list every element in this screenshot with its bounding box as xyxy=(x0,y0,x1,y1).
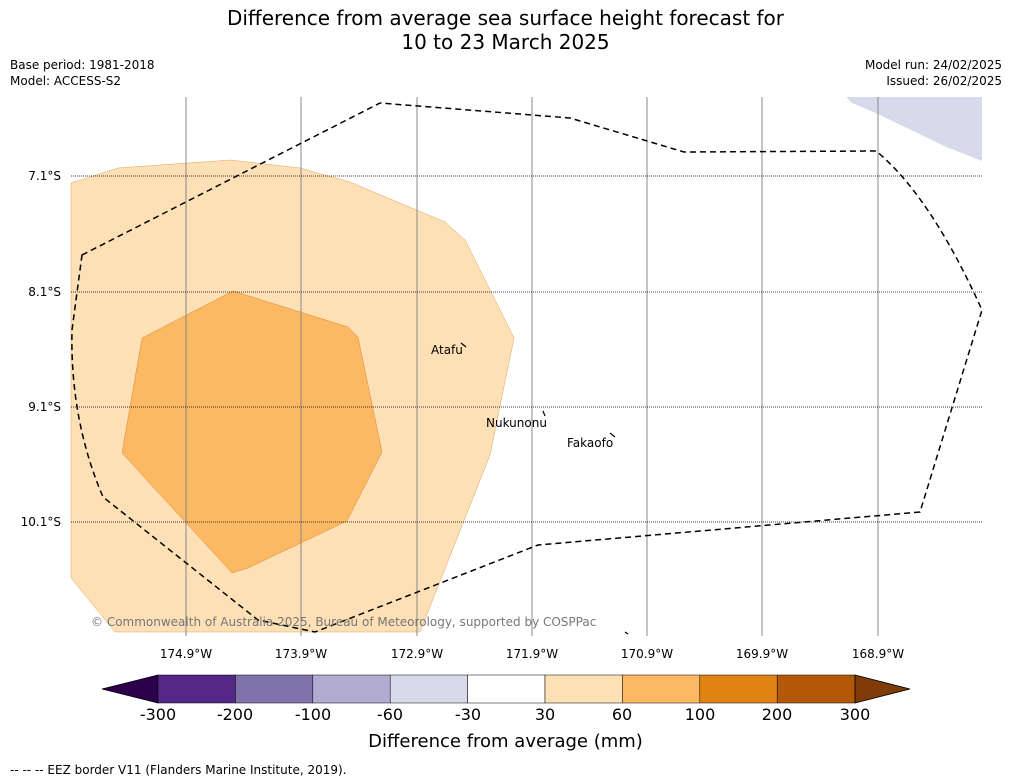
colorbar-swatch-9 xyxy=(776,674,856,704)
run-info: Model run: 24/02/2025 Issued: 26/02/2025 xyxy=(865,57,1002,89)
lon-label-168-9: 168.9°W xyxy=(852,647,904,661)
colorbar-tick-label: 100 xyxy=(685,705,716,724)
atafu-island xyxy=(460,342,467,348)
colorbar-tick-label: -100 xyxy=(295,705,331,724)
colorbar: -300 -200 -100 -60 -30 30 60 100 200 300 xyxy=(101,674,911,724)
colorbar-swatch-3 xyxy=(312,674,391,704)
lon-label-170-9: 170.9°W xyxy=(621,647,673,661)
longitude-labels: 174.9°W 173.9°W 172.9°W 171.9°W 170.9°W … xyxy=(160,647,904,661)
eez-legend-note: -- -- -- EEZ border V11 (Flanders Marine… xyxy=(10,763,347,777)
colorbar-tick-label: -60 xyxy=(377,705,403,724)
colorbar-tick-label: -200 xyxy=(217,705,253,724)
swains-island xyxy=(624,631,629,635)
colorbar-ticks: -300 -200 -100 -60 -30 30 60 100 200 300 xyxy=(140,705,870,724)
lat-label-10-1: 10.1°S xyxy=(21,515,61,529)
colorbar-swatch-5 xyxy=(467,674,546,704)
base-period: Base period: 1981-2018 xyxy=(10,58,155,72)
place-label-atafu: Atafu xyxy=(431,343,463,357)
colorbar-swatch-1 xyxy=(157,674,236,704)
fakaofo-island xyxy=(609,432,616,438)
lon-label-174-9: 174.9°W xyxy=(160,647,212,661)
colorbar-tick-label: -30 xyxy=(455,705,481,724)
lat-label-7-1: 7.1°S xyxy=(28,169,61,183)
lon-label-172-9: 172.9°W xyxy=(391,647,443,661)
colorbar-tick-label: 60 xyxy=(612,705,632,724)
nukunonu-island xyxy=(542,410,546,417)
lon-label-169-9: 169.9°W xyxy=(736,647,788,661)
latitude-labels: 7.1°S 8.1°S 9.1°S 10.1°S xyxy=(21,169,61,529)
anomaly-negative-region xyxy=(846,97,982,161)
meridian-lines xyxy=(185,97,879,636)
lon-label-171-9: 171.9°W xyxy=(506,647,558,661)
title-line-1: Difference from average sea surface heig… xyxy=(226,6,785,30)
lon-label-173-9: 173.9°W xyxy=(275,647,327,661)
colorbar-swatch-6 xyxy=(544,674,623,704)
map-title: Difference from average sea surface heig… xyxy=(0,6,1011,54)
issued-date: Issued: 26/02/2025 xyxy=(886,74,1002,88)
model-info: Base period: 1981-2018 Model: ACCESS-S2 xyxy=(10,57,155,89)
colorbar-title: Difference from average (mm) xyxy=(368,731,643,752)
colorbar-extend-high xyxy=(854,674,911,704)
model-run-date: Model run: 24/02/2025 xyxy=(864,58,1002,72)
copyright-notice: © Commonwealth of Australia 2025, Bureau… xyxy=(91,615,596,629)
colorbar-swatch-4 xyxy=(389,674,468,704)
colorbar-tick-label: 30 xyxy=(535,705,555,724)
colorbar-tick-label: 300 xyxy=(840,705,871,724)
place-label-nukunonu: Nukunonu xyxy=(486,416,547,430)
title-line-2: 10 to 23 March 2025 xyxy=(401,30,610,54)
colorbar-swatch-8 xyxy=(699,674,778,704)
anomaly-60-100-region xyxy=(121,290,383,574)
colorbar-extend-low xyxy=(101,674,159,704)
colorbar-tick-label: -300 xyxy=(140,705,176,724)
lat-label-8-1: 8.1°S xyxy=(28,285,61,299)
lat-label-9-1: 9.1°S xyxy=(28,400,61,414)
model-name: Model: ACCESS-S2 xyxy=(10,74,122,88)
colorbar-swatch-7 xyxy=(622,674,701,704)
place-label-fakaofo: Fakaofo xyxy=(567,436,613,450)
colorbar-swatch-2 xyxy=(235,674,314,704)
colorbar-tick-label: 200 xyxy=(762,705,793,724)
